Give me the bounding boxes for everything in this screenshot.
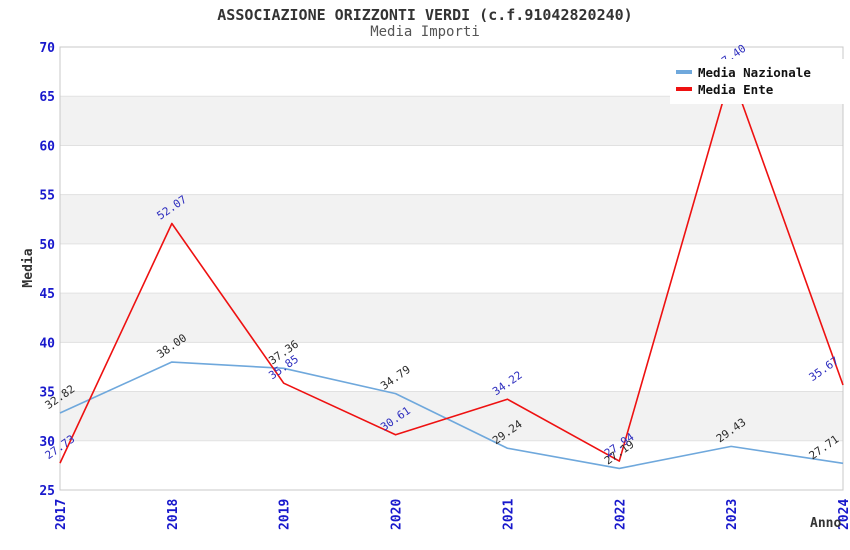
plot-band — [60, 440, 843, 490]
y-tick-label: 25 — [39, 484, 55, 499]
x-tick-label: 2018 — [166, 499, 181, 530]
series-line-media-ente — [59, 71, 844, 464]
plot-band — [60, 293, 843, 343]
x-tick-label: 2021 — [501, 499, 516, 530]
x-tick-label: 2017 — [54, 499, 69, 530]
x-tick-label: 2022 — [613, 499, 628, 530]
plot-band — [60, 145, 843, 195]
y-tick-label: 55 — [39, 189, 55, 204]
plot-border — [59, 46, 844, 491]
y-tick-label: 35 — [39, 386, 55, 401]
x-tick-label: 2023 — [725, 499, 740, 530]
x-tick-label: 2019 — [278, 499, 293, 530]
y-tick-label: 45 — [39, 287, 55, 302]
legend-label-media-ente: Media Ente — [698, 82, 774, 97]
chart-title: ASSOCIAZIONE ORIZZONTI VERDI (c.f.910428… — [217, 6, 633, 24]
legend-box — [670, 59, 845, 104]
plot-band — [60, 243, 843, 294]
chart-subtitle: Media Importi — [370, 24, 480, 40]
series-line-media-nazionale — [59, 361, 844, 470]
y-tick-label: 40 — [39, 336, 55, 351]
plot-band — [60, 342, 843, 392]
x-tick-label: 2020 — [390, 499, 405, 530]
y-tick-label: 60 — [39, 139, 55, 154]
y-tick-label: 65 — [39, 90, 55, 105]
y-tick-label: 30 — [39, 435, 55, 450]
x-axis-title: Anno — [810, 516, 841, 531]
x-tick-label: 2024 — [837, 499, 850, 530]
legend-label-media-nazionale: Media Nazionale — [698, 65, 811, 80]
y-tick-label: 70 — [39, 41, 55, 56]
y-axis-title: Media — [21, 248, 36, 287]
plot-band — [60, 194, 843, 244]
y-tick-label: 50 — [39, 238, 55, 253]
